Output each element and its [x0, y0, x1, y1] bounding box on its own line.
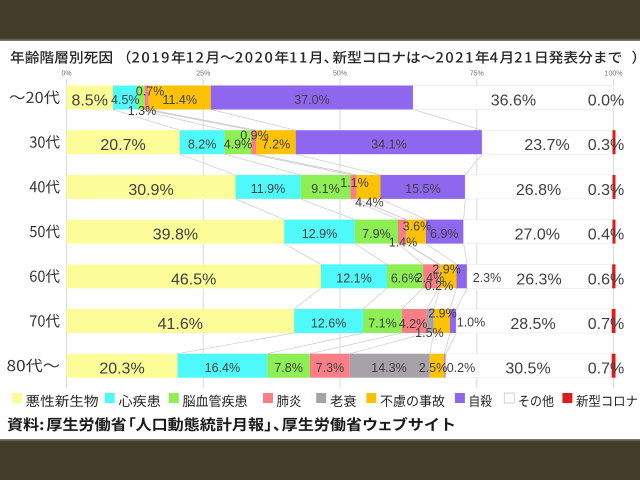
svg-text:4.4%: 4.4% — [355, 195, 384, 209]
svg-text:25%: 25% — [196, 71, 210, 78]
svg-text:0.0%: 0.0% — [588, 93, 624, 110]
svg-text:0.2%: 0.2% — [447, 361, 476, 375]
svg-text:12.6%: 12.6% — [311, 316, 346, 330]
svg-text:20.7%: 20.7% — [100, 137, 145, 154]
svg-text:4.9%: 4.9% — [224, 138, 253, 152]
svg-text:0.3%: 0.3% — [588, 137, 624, 154]
svg-text:100%: 100% — [605, 71, 623, 78]
svg-text:12.9%: 12.9% — [302, 227, 337, 241]
svg-text:27.0%: 27.0% — [515, 227, 560, 244]
svg-text:26.3%: 26.3% — [516, 271, 561, 288]
svg-text:41.6%: 41.6% — [158, 316, 203, 333]
svg-text:6.6%: 6.6% — [391, 272, 420, 286]
svg-text:0.7%: 0.7% — [588, 361, 624, 378]
svg-text:2.4%: 2.4% — [416, 271, 445, 285]
svg-text:0.7%: 0.7% — [588, 316, 624, 333]
svg-text:4.2%: 4.2% — [399, 317, 428, 331]
svg-text:7.9%: 7.9% — [362, 227, 391, 241]
svg-text:36.6%: 36.6% — [491, 93, 536, 110]
svg-text:1.3%: 1.3% — [128, 104, 157, 118]
svg-text:28.5%: 28.5% — [510, 316, 555, 333]
svg-text:11.9%: 11.9% — [251, 182, 286, 196]
svg-text:0.2%: 0.2% — [425, 279, 454, 293]
svg-text:30.9%: 30.9% — [128, 182, 173, 199]
svg-text:34.1%: 34.1% — [371, 138, 406, 152]
svg-text:16.4%: 16.4% — [205, 361, 240, 375]
svg-text:0.4%: 0.4% — [588, 227, 624, 244]
svg-text:50%: 50% — [333, 71, 347, 78]
svg-text:15.5%: 15.5% — [405, 182, 440, 196]
svg-text:0.7%: 0.7% — [136, 84, 165, 98]
svg-text:1.4%: 1.4% — [389, 235, 418, 249]
svg-text:0.3%: 0.3% — [588, 182, 624, 199]
svg-text:2.9%: 2.9% — [428, 307, 457, 321]
svg-text:0.9%: 0.9% — [240, 128, 269, 142]
svg-text:14.3%: 14.3% — [371, 361, 406, 375]
svg-text:75%: 75% — [470, 71, 484, 78]
svg-text:7.2%: 7.2% — [262, 138, 291, 152]
svg-text:37.0%: 37.0% — [294, 93, 329, 107]
svg-text:0%: 0% — [61, 71, 71, 78]
svg-text:3.6%: 3.6% — [403, 220, 432, 234]
svg-text:6.9%: 6.9% — [430, 227, 459, 241]
svg-text:23.7%: 23.7% — [524, 137, 569, 154]
svg-text:8.5%: 8.5% — [71, 93, 107, 110]
svg-text:4.5%: 4.5% — [111, 93, 140, 107]
svg-text:1.0%: 1.0% — [457, 315, 486, 329]
svg-text:2.5%: 2.5% — [419, 361, 448, 375]
svg-text:8.2%: 8.2% — [188, 138, 217, 152]
svg-text:20.3%: 20.3% — [99, 361, 144, 378]
svg-text:7.1%: 7.1% — [368, 316, 397, 330]
svg-text:7.8%: 7.8% — [274, 361, 303, 375]
svg-text:39.8%: 39.8% — [153, 227, 198, 244]
svg-text:0.6%: 0.6% — [588, 271, 624, 288]
svg-text:7.3%: 7.3% — [316, 361, 345, 375]
svg-text:2.9%: 2.9% — [432, 263, 461, 277]
svg-text:2.3%: 2.3% — [473, 271, 502, 285]
svg-text:11.4%: 11.4% — [162, 93, 197, 107]
svg-text:30.5%: 30.5% — [505, 361, 550, 378]
svg-text:46.5%: 46.5% — [171, 271, 216, 288]
svg-text:9.1%: 9.1% — [311, 182, 340, 196]
svg-text:1.1%: 1.1% — [340, 176, 369, 190]
svg-text:12.1%: 12.1% — [336, 272, 371, 286]
svg-text:1.5%: 1.5% — [415, 326, 444, 340]
svg-text:26.8%: 26.8% — [516, 182, 561, 199]
